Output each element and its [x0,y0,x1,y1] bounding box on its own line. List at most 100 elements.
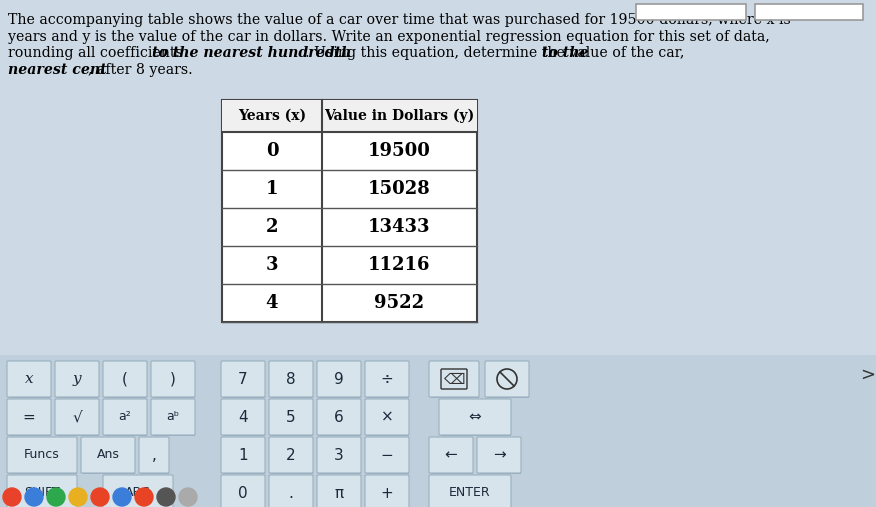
Bar [271,402,313,436]
Bar [367,364,409,398]
Text: 4: 4 [238,410,248,424]
Bar [271,440,313,474]
Text: . Using this equation, determine the value of the car,: . Using this equation, determine the val… [305,46,689,60]
FancyBboxPatch shape [151,361,195,397]
Text: →: → [492,448,505,462]
FancyBboxPatch shape [269,399,313,435]
Bar [487,364,529,398]
FancyBboxPatch shape [139,437,169,473]
Bar [153,402,195,436]
FancyBboxPatch shape [221,475,265,507]
Bar [319,364,361,398]
Bar [367,440,409,474]
Bar [222,100,477,322]
Bar [431,478,511,507]
Text: ⇔: ⇔ [469,410,482,424]
FancyBboxPatch shape [55,361,99,397]
FancyBboxPatch shape [221,399,265,435]
Text: 0: 0 [265,142,279,160]
Bar [153,364,195,398]
Bar [223,364,265,398]
FancyBboxPatch shape [317,361,361,397]
Bar [222,100,477,132]
Bar [441,402,511,436]
Text: , after 8 years.: , after 8 years. [88,63,193,77]
Bar [367,478,409,507]
Bar [105,402,147,436]
FancyBboxPatch shape [103,399,147,435]
FancyBboxPatch shape [365,399,409,435]
FancyBboxPatch shape [365,475,409,507]
FancyBboxPatch shape [55,399,99,435]
Bar [755,4,863,20]
FancyBboxPatch shape [477,437,521,473]
FancyBboxPatch shape [317,475,361,507]
Text: ENTER: ENTER [449,487,491,499]
FancyBboxPatch shape [103,361,147,397]
FancyBboxPatch shape [429,361,479,397]
Text: Years (x): Years (x) [238,109,306,123]
Bar [57,364,99,398]
FancyBboxPatch shape [317,437,361,473]
Text: ⌫: ⌫ [443,372,465,386]
Text: to the nearest hundredth: to the nearest hundredth [152,46,351,60]
Bar [57,402,99,436]
Text: 2: 2 [286,448,296,462]
Text: years and y is the value of the car in dollars. Write an exponential regression : years and y is the value of the car in d… [8,30,770,44]
Text: 3: 3 [334,448,344,462]
Text: −: − [381,448,393,462]
Text: 4: 4 [265,294,279,312]
FancyBboxPatch shape [7,399,51,435]
Bar [431,440,473,474]
Circle shape [47,488,65,506]
Text: 8: 8 [286,372,296,386]
Text: 9522: 9522 [374,294,425,312]
Text: nearest cent: nearest cent [8,63,107,77]
Text: The accompanying table shows the value of a car over time that was purchased for: The accompanying table shows the value o… [8,13,791,27]
Text: Value in Dollars (y): Value in Dollars (y) [324,109,475,123]
Text: 1: 1 [265,180,279,198]
Circle shape [91,488,109,506]
Text: .: . [288,486,293,500]
Bar [9,440,77,474]
Text: rounding all coefficients: rounding all coefficients [8,46,187,60]
FancyBboxPatch shape [151,399,195,435]
FancyBboxPatch shape [7,475,77,507]
Text: 6: 6 [334,410,344,424]
Text: >: > [860,366,875,384]
Bar [223,402,265,436]
FancyBboxPatch shape [7,361,51,397]
Text: (: ( [122,372,128,386]
Circle shape [113,488,131,506]
Text: 5: 5 [286,410,296,424]
FancyBboxPatch shape [441,369,467,389]
Bar [141,440,169,474]
Bar [223,440,265,474]
FancyBboxPatch shape [269,437,313,473]
FancyBboxPatch shape [485,361,529,397]
Text: √: √ [72,410,81,424]
Bar [479,440,521,474]
Bar [0,355,876,507]
Text: SHIFT: SHIFT [25,487,60,499]
Circle shape [3,488,21,506]
Text: ABC: ABC [125,487,151,499]
Text: 1: 1 [238,448,248,462]
FancyBboxPatch shape [429,475,511,507]
Text: 0: 0 [238,486,248,500]
FancyBboxPatch shape [365,361,409,397]
Text: 9: 9 [334,372,344,386]
Text: π: π [335,486,343,500]
Text: ,: , [152,448,157,462]
Bar [319,478,361,507]
Bar [105,364,147,398]
Text: 3: 3 [265,256,279,274]
Text: x: x [25,372,33,386]
Text: 2: 2 [265,218,279,236]
Bar [271,364,313,398]
Text: 19500: 19500 [368,142,431,160]
Bar [9,364,51,398]
Text: ): ) [170,372,176,386]
Bar [271,478,313,507]
Circle shape [157,488,175,506]
